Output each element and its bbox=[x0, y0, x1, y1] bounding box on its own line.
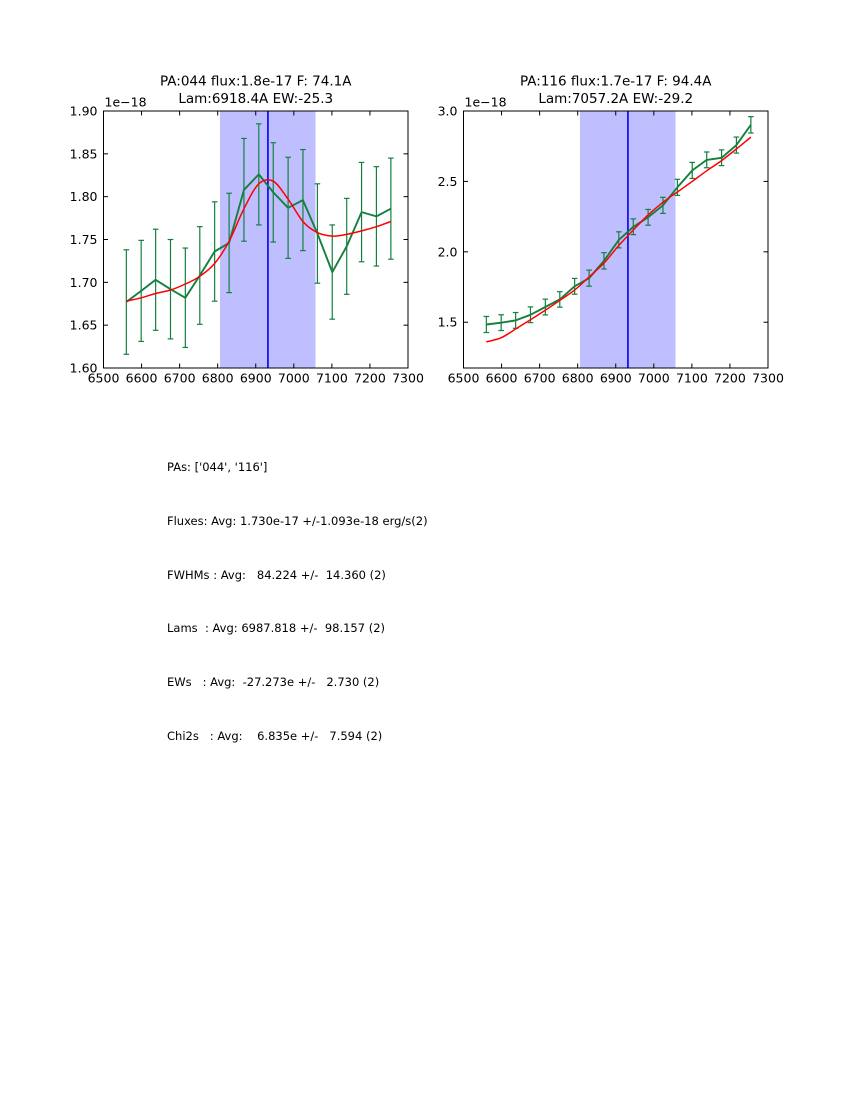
x-tick-label: 6600 bbox=[126, 371, 158, 386]
y-tick-label: 1.80 bbox=[70, 189, 98, 204]
stats-block: PAs: ['044', '116'] Fluxes: Avg: 1.730e-… bbox=[167, 427, 428, 778]
plot-title-line1: PA:116 flux:1.7e-17 F: 94.4A bbox=[520, 74, 712, 90]
x-tick-label: 6700 bbox=[164, 371, 196, 386]
subplot-right: 6500 6600 6700 6800 6900 7000 7100 7200 7300 1.5 2… bbox=[438, 74, 784, 386]
y-tick-label: 1.70 bbox=[70, 275, 98, 290]
stats-line-fluxes: Fluxes: Avg: 1.730e-17 +/-1.093e-18 erg/… bbox=[167, 513, 428, 528]
y-tick-label: 1.75 bbox=[70, 232, 98, 247]
y-tick-label: 2.5 bbox=[438, 174, 458, 189]
x-tick-label: 7200 bbox=[714, 371, 746, 386]
y-tick-label: 1.85 bbox=[70, 146, 98, 161]
x-tick-label: 6700 bbox=[524, 371, 556, 386]
x-tick-label: 7100 bbox=[316, 371, 348, 386]
fit-line bbox=[486, 136, 752, 343]
y-tick-label: 1.5 bbox=[438, 315, 458, 330]
x-tick-label: 7300 bbox=[752, 371, 784, 386]
x-tick-label: 6900 bbox=[240, 371, 272, 386]
x-tick-label: 7000 bbox=[278, 371, 310, 386]
y-tick-label: 2.0 bbox=[438, 244, 458, 259]
x-tick-label: 7200 bbox=[354, 371, 386, 386]
plot-title-line2: Lam:7057.2A EW:-29.2 bbox=[538, 91, 693, 107]
x-tick-label: 6600 bbox=[486, 371, 518, 386]
x-tick-label: 6500 bbox=[448, 371, 480, 386]
y-tick-label: 3.0 bbox=[438, 104, 458, 119]
stats-line-lams: Lams : Avg: 6987.818 +/- 98.157 (2) bbox=[167, 621, 386, 636]
fit-line bbox=[126, 178, 392, 302]
stats-line-pas: PAs: ['044', '116'] bbox=[167, 460, 268, 474]
x-tick-label: 6800 bbox=[562, 371, 594, 386]
subplot-left: 6500 6600 6700 6800 6900 7000 7100 7200 7300 1.60… bbox=[70, 74, 424, 386]
y-tick-label: 1.60 bbox=[70, 361, 98, 376]
y-tick-label: 1.90 bbox=[70, 104, 98, 119]
stats-line-fwhms: FWHMs : Avg: 84.224 +/- 14.360 (2) bbox=[167, 567, 386, 582]
x-tick-label: 6900 bbox=[600, 371, 632, 386]
x-tick-label: 7000 bbox=[638, 371, 670, 386]
plot-title-line1: PA:044 flux:1.8e-17 F: 74.1A bbox=[160, 74, 352, 90]
x-tick-label: 6500 bbox=[88, 371, 120, 386]
plot-title-line2: Lam:6918.4A EW:-25.3 bbox=[178, 91, 333, 107]
data-series-line bbox=[125, 173, 392, 303]
y-axis-offset-label: 1e−18 bbox=[465, 95, 507, 110]
x-tick-label: 7100 bbox=[676, 371, 708, 386]
data-series-line bbox=[486, 124, 752, 326]
x-tick-label: 7300 bbox=[392, 371, 424, 386]
x-tick-label: 6800 bbox=[202, 371, 234, 386]
stats-line-ews: EWs : Avg: -27.273e +/- 2.730 (2) bbox=[167, 675, 380, 690]
y-tick-label: 1.65 bbox=[70, 318, 98, 333]
y-axis-offset-label: 1e−18 bbox=[105, 95, 147, 110]
stats-line-chi2s: Chi2s : Avg: 6.835e +/- 7.594 (2) bbox=[167, 729, 383, 744]
spectra-figure-canvas: 6500 6600 6700 6800 6900 7000 7100 7200 7300 1.60… bbox=[70, 74, 784, 386]
